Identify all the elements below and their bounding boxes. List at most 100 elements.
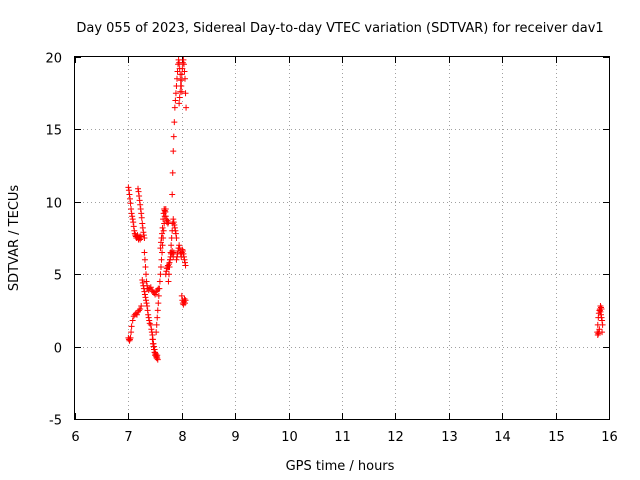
data-point: [598, 305, 605, 312]
data-point: [167, 256, 174, 263]
data-point: [175, 61, 182, 68]
data-point: [127, 336, 134, 343]
data-point: [157, 263, 164, 270]
x-tick-label: 15: [548, 430, 565, 445]
data-point: [141, 256, 148, 263]
data-point: [130, 219, 137, 226]
data-point: [598, 314, 605, 321]
data-point: [138, 303, 145, 310]
data-point: [157, 245, 164, 252]
data-point: [154, 307, 161, 314]
tick-layer: 6 7 8 9 10 11 12 13 14 15 16 -5 0 5 10 15 20: [45, 52, 617, 446]
data-point: [139, 276, 146, 283]
data-point: [157, 239, 164, 246]
data-point: [165, 219, 172, 226]
data-point: [139, 220, 146, 227]
y-tick-label: 0: [54, 342, 62, 357]
data-point: [179, 246, 186, 253]
data-point: [156, 278, 163, 285]
data-point: [137, 236, 144, 243]
data-point: [145, 314, 152, 321]
data-point: [143, 297, 150, 304]
data-point: [128, 210, 135, 217]
data-point: [173, 256, 180, 263]
data-point: [170, 216, 177, 223]
data-point: [146, 317, 153, 324]
data-point: [127, 200, 134, 207]
data-point: [182, 90, 189, 97]
data-point: [595, 330, 602, 337]
data-point: [156, 285, 163, 292]
data-point: [159, 249, 166, 256]
data-point: [596, 326, 603, 333]
data-point: [135, 185, 142, 192]
data-point: [141, 249, 148, 256]
data-point: [144, 303, 151, 310]
data-point: [172, 97, 179, 104]
data-point: [128, 323, 135, 330]
data-point: [153, 353, 160, 360]
data-point: [127, 334, 134, 341]
data-point: [181, 68, 188, 75]
data-point: [182, 297, 189, 304]
data-point: [599, 321, 606, 328]
data-point: [129, 213, 136, 220]
data-point: [151, 346, 158, 353]
data-point: [163, 268, 170, 275]
data-point: [142, 294, 149, 301]
y-tick-label: 5: [54, 269, 62, 284]
x-tick-label: 14: [494, 430, 511, 445]
data-point: [153, 355, 160, 362]
data-point: [143, 300, 150, 307]
data-point: [178, 71, 185, 78]
x-tick-label: 11: [334, 430, 351, 445]
x-tick-label: 12: [387, 430, 404, 445]
data-point: [136, 193, 143, 200]
data-point: [177, 82, 184, 89]
data-point: [180, 250, 187, 257]
data-point: [169, 191, 176, 198]
data-point: [149, 336, 156, 343]
data-marks: [125, 56, 606, 363]
data-point: [169, 169, 176, 176]
data-point: [140, 229, 147, 236]
data-point: [127, 195, 134, 202]
data-point: [166, 263, 173, 270]
data-point: [126, 337, 133, 344]
data-point: [143, 271, 150, 278]
data-point: [181, 256, 188, 263]
data-point: [173, 75, 180, 82]
data-point: [159, 230, 166, 237]
data-point: [161, 207, 168, 214]
data-point: [137, 233, 144, 240]
data-point: [182, 75, 189, 82]
y-tick-label: 10: [45, 197, 62, 212]
data-point: [130, 223, 137, 230]
data-point: [137, 206, 144, 213]
x-tick-label: 9: [231, 430, 239, 445]
data-point: [179, 59, 186, 66]
x-axis-label: GPS time / hours: [286, 459, 395, 474]
data-point: [170, 148, 177, 155]
x-tick-label: 6: [71, 430, 79, 445]
data-point: [171, 119, 178, 126]
data-point: [154, 352, 161, 359]
data-point: [162, 208, 169, 215]
data-point: [164, 217, 171, 224]
data-point: [144, 307, 151, 314]
x-tick-label: 10: [281, 430, 298, 445]
data-point: [597, 304, 604, 311]
data-point: [139, 279, 146, 286]
data-point: [157, 271, 164, 278]
data-point: [128, 206, 135, 213]
data-point: [172, 227, 179, 234]
data-point: [154, 314, 161, 321]
y-tick-label: 20: [45, 52, 62, 67]
data-point: [138, 214, 145, 221]
data-point: [151, 349, 158, 356]
data-point: [183, 104, 190, 111]
data-point: [138, 210, 145, 217]
data-point: [152, 291, 159, 298]
data-point: [149, 340, 156, 347]
